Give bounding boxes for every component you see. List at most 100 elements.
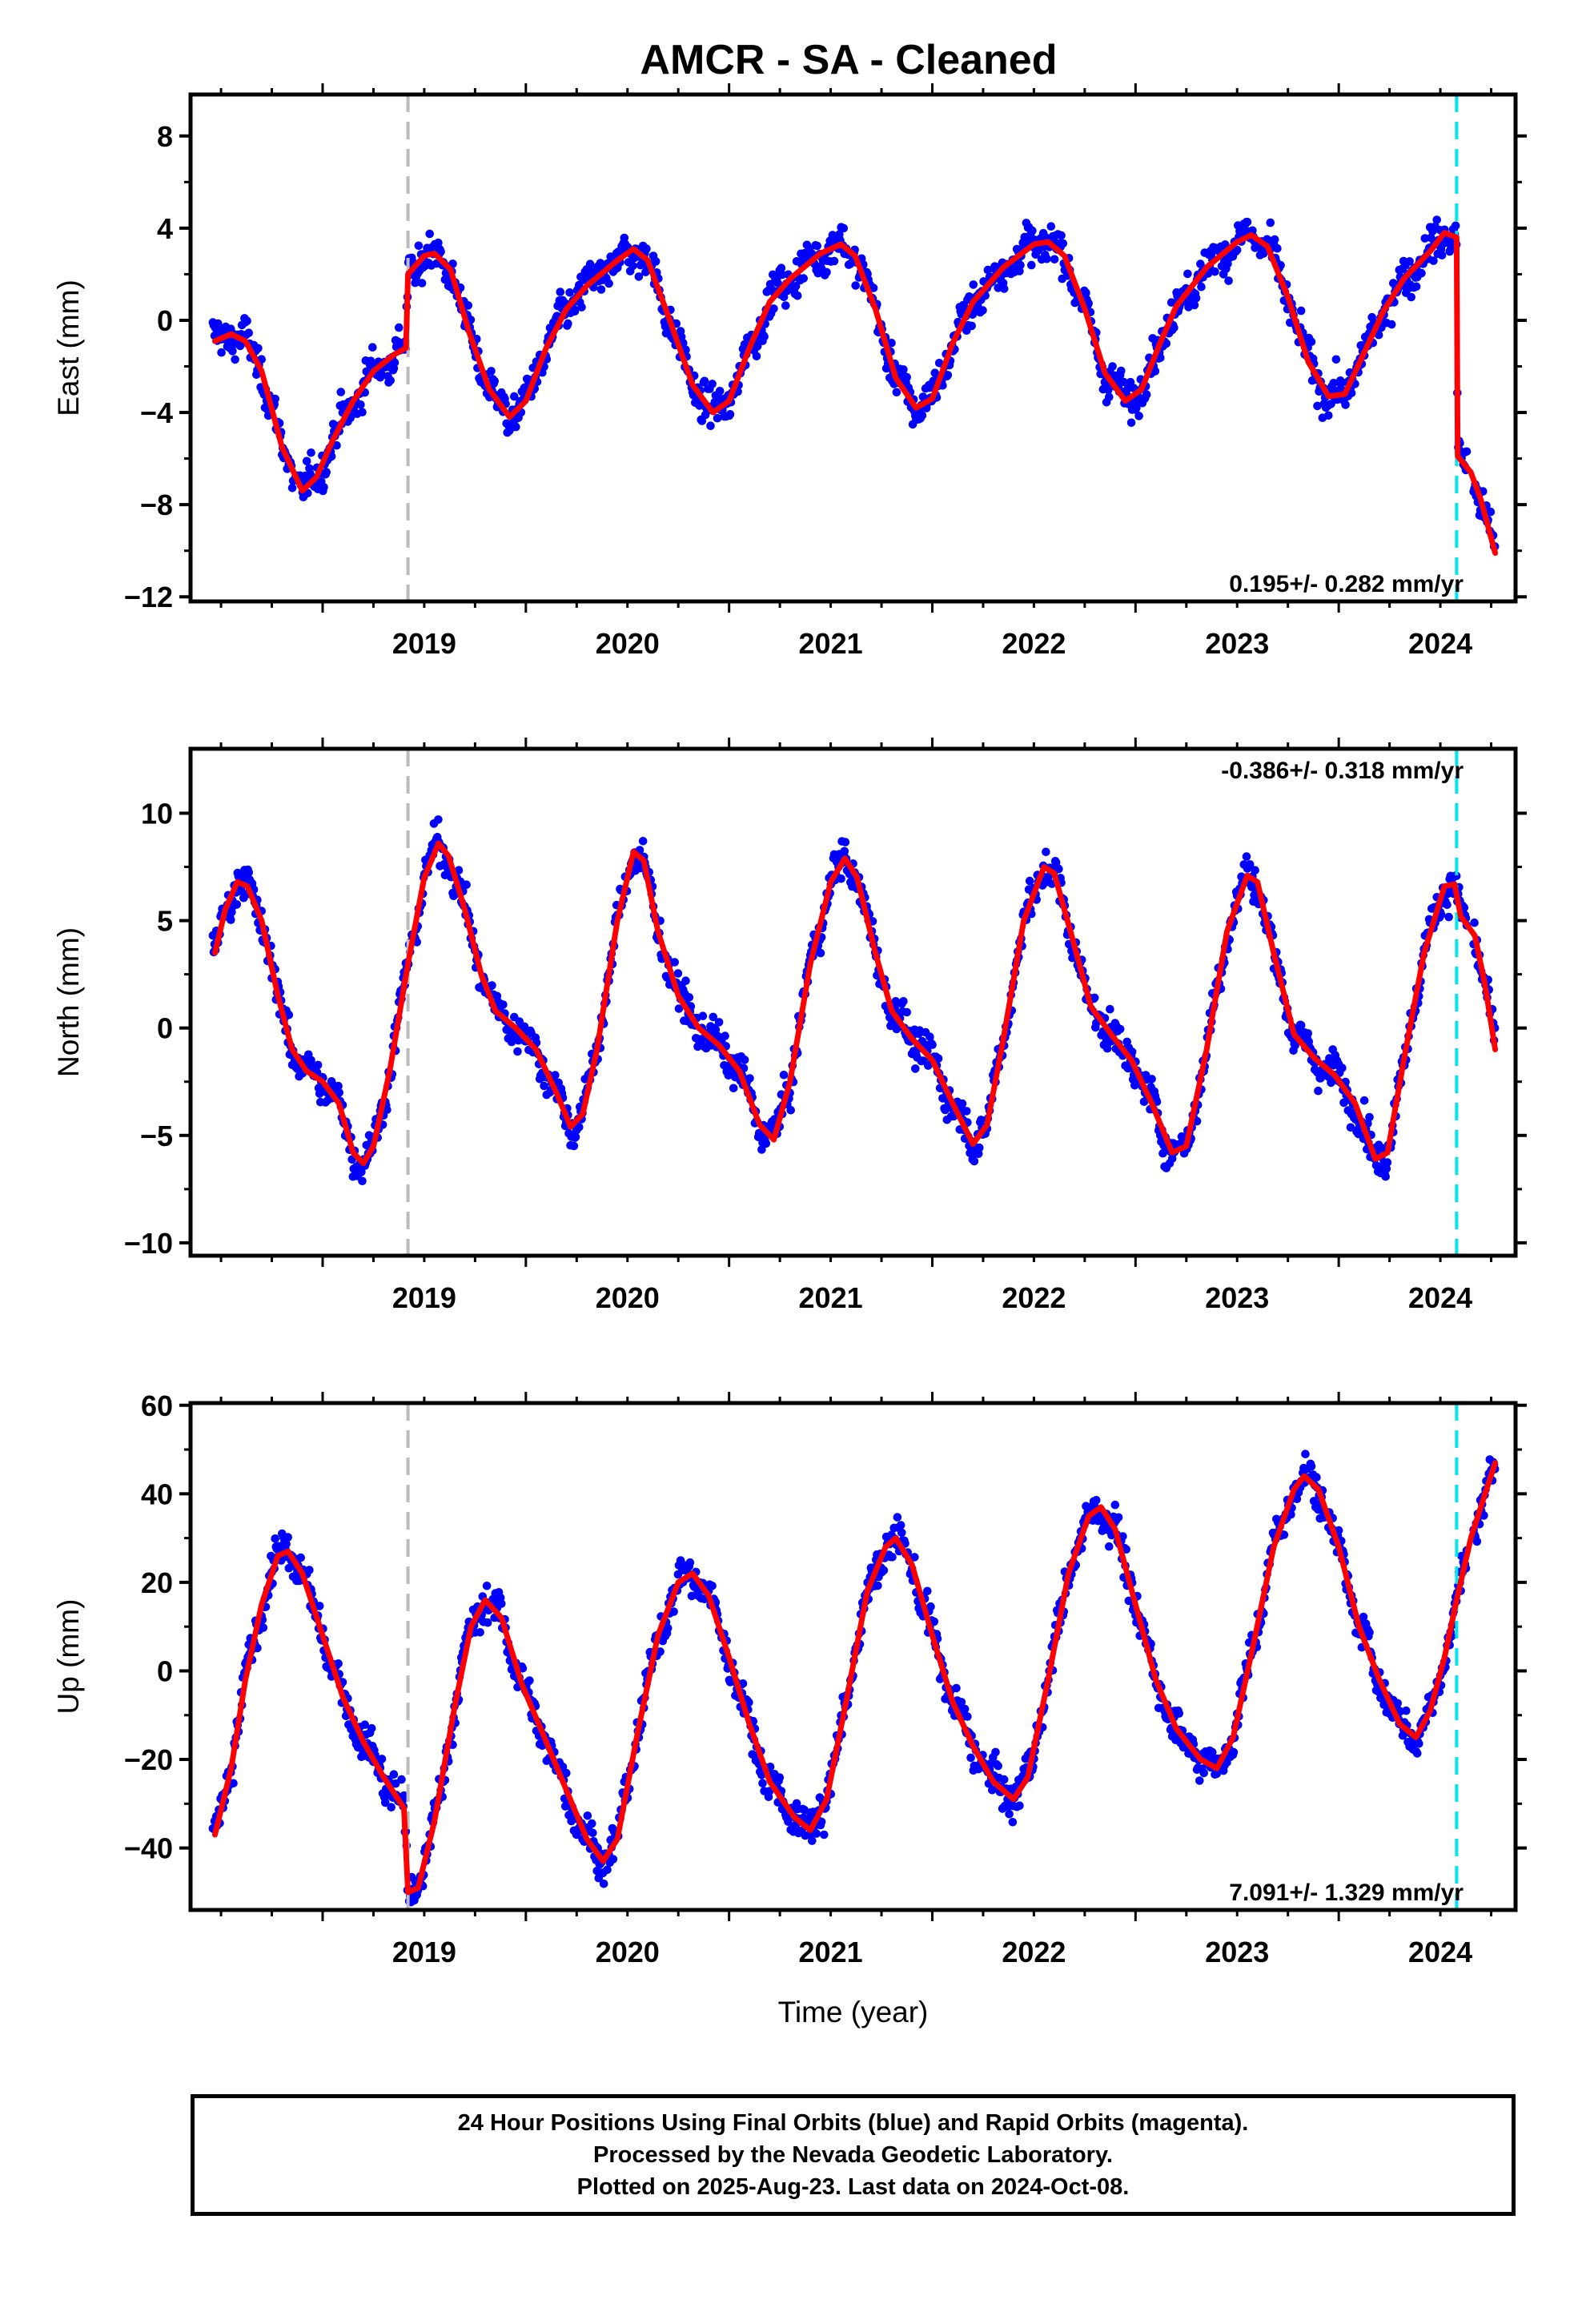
data-point (674, 1004, 684, 1013)
caption-line-3: Plotted on 2025-Aug-23. Last data on 202… (576, 2174, 1130, 2200)
data-point (434, 815, 443, 824)
data-point (1105, 392, 1114, 402)
data-point (841, 838, 850, 846)
data-point (975, 1143, 984, 1152)
data-point (1170, 323, 1178, 332)
data-point (820, 1830, 829, 1839)
data-point (911, 1064, 920, 1073)
data-point (663, 1623, 673, 1633)
data-point (244, 868, 254, 877)
data-point (487, 367, 496, 376)
data-point (1313, 401, 1322, 411)
data-point (943, 371, 953, 380)
data-point (851, 281, 860, 290)
data-point (454, 866, 464, 875)
data-point (1381, 1172, 1390, 1181)
data-point (510, 392, 519, 401)
data-point (1303, 1029, 1312, 1038)
x-tick-label: 2022 (1002, 1281, 1066, 1314)
data-point (436, 247, 445, 256)
data-point (1331, 355, 1341, 364)
data-point (1232, 245, 1242, 255)
y-tick-label: 0 (157, 1012, 173, 1045)
data-point (963, 1712, 972, 1721)
x-tick-label: 2021 (799, 1281, 863, 1314)
chart-title: AMCR - SA - Cleaned (640, 37, 1058, 83)
data-point (745, 1074, 754, 1083)
caption-line-2: Processed by the Nevada Geodetic Laborat… (593, 2142, 1113, 2168)
data-point (383, 1105, 391, 1114)
data-point (356, 400, 365, 409)
data-point (227, 915, 235, 924)
data-point (1307, 1462, 1316, 1471)
data-point (991, 1747, 1000, 1757)
y-tick-label: −5 (140, 1120, 173, 1152)
x-tick-label: 2023 (1205, 1936, 1269, 1968)
data-point (1197, 282, 1206, 292)
data-point (1443, 900, 1452, 910)
data-point (1126, 418, 1136, 428)
data-point (1365, 1112, 1374, 1122)
data-point (808, 1836, 817, 1845)
data-point (1470, 918, 1479, 927)
data-point (232, 900, 242, 909)
data-point (685, 993, 694, 1002)
x-tick-label: 2020 (596, 1281, 660, 1314)
data-point (1243, 217, 1252, 227)
data-point (564, 319, 572, 328)
y-tick-label: 4 (157, 212, 173, 245)
data-point (822, 267, 831, 277)
data-point (1451, 221, 1460, 231)
data-point (1338, 1063, 1347, 1072)
data-point (462, 880, 471, 889)
data-point (1142, 390, 1151, 400)
data-point (967, 321, 976, 331)
data-point (1402, 1706, 1411, 1715)
data-point (999, 1775, 1009, 1784)
data-point (386, 376, 396, 385)
data-point (813, 241, 821, 251)
x-tick-label: 2021 (799, 627, 863, 660)
data-point (513, 1047, 522, 1056)
data-point (698, 1011, 708, 1020)
data-point (235, 341, 245, 351)
data-point (1195, 1776, 1204, 1785)
data-point (244, 328, 254, 338)
data-point (969, 280, 978, 289)
data-point (604, 279, 613, 288)
data-point (879, 1566, 889, 1575)
data-point (1028, 226, 1037, 235)
data-point (642, 244, 651, 253)
plot-frame (188, 92, 1518, 604)
data-point (1417, 268, 1426, 278)
data-point (490, 376, 499, 386)
data-point (1486, 507, 1496, 517)
data-point (775, 1773, 785, 1782)
data-point (829, 256, 839, 266)
data-point (791, 282, 801, 291)
model-curve (212, 230, 1499, 557)
data-point (978, 306, 987, 315)
data-point (917, 411, 927, 420)
data-point (1174, 1709, 1184, 1718)
data-point (1462, 447, 1472, 456)
data-point (1270, 235, 1279, 244)
data-point (357, 1168, 366, 1176)
data-point (970, 1156, 979, 1166)
data-point (651, 257, 661, 266)
data-point (777, 270, 787, 279)
data-point (588, 1828, 597, 1837)
data-point (334, 1081, 343, 1091)
data-point (700, 376, 709, 386)
data-point (966, 1753, 975, 1763)
x-tick-label: 2020 (596, 627, 660, 660)
data-point (483, 1618, 492, 1627)
data-point (588, 1819, 596, 1828)
y-tick-label: 10 (141, 797, 173, 830)
data-points (208, 215, 1500, 551)
data-point (577, 303, 586, 312)
data-point (1472, 1537, 1482, 1546)
data-point (319, 483, 328, 492)
